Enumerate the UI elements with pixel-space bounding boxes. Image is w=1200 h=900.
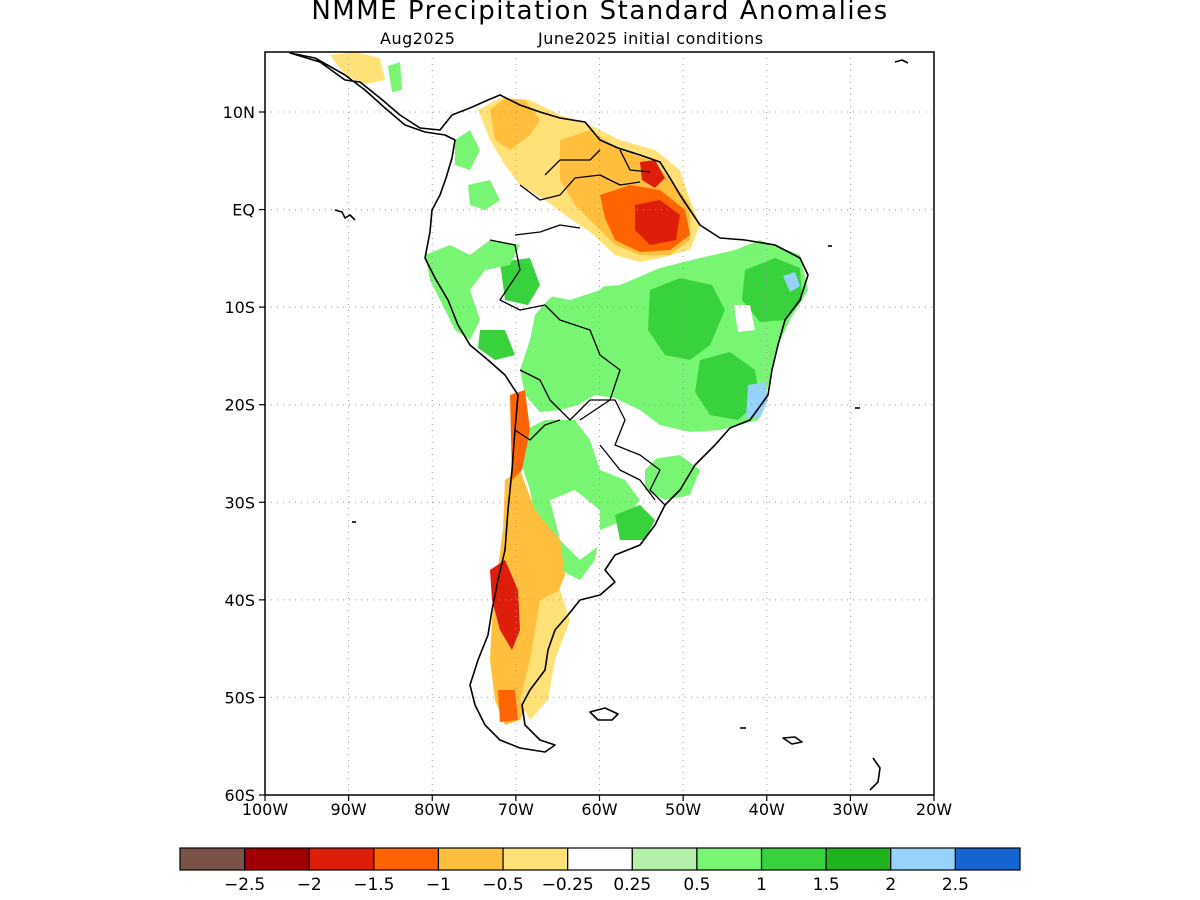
anomaly-area-yellow-caribbean <box>330 52 385 84</box>
lon-tick-label: 80W <box>414 800 450 819</box>
colorbar-swatch <box>437 847 504 871</box>
initial-conditions: June2025 initial conditions <box>538 29 764 48</box>
anomaly-area-orange-andes <box>490 470 565 725</box>
coastlines <box>289 52 909 791</box>
map-title: NMME Precipitation Standard Anomalies <box>311 0 889 26</box>
lat-tick-label: 40S <box>224 591 255 610</box>
colorbar-swatch <box>373 847 440 871</box>
south-america-coastline <box>289 52 809 753</box>
colorbar-swatch <box>696 847 763 871</box>
anomaly-area-blue-2 <box>783 272 800 292</box>
colorbar-label: 0.25 <box>613 875 651 895</box>
lat-tick-label: 60S <box>224 786 255 805</box>
colorbar-swatch <box>631 847 698 871</box>
anomaly-area-green-core-4 <box>500 258 540 305</box>
colorbar-swatch <box>244 847 310 871</box>
lon-tick-label: 90W <box>331 800 367 819</box>
anomaly-area-green-sbrazil <box>645 455 700 500</box>
anomaly-area-red-amazon <box>635 200 680 245</box>
colorbar-label: −0.25 <box>542 875 594 895</box>
lon-tick-label: 60W <box>581 800 617 819</box>
lon-tick-label: 100W <box>242 800 289 819</box>
colorbar-swatch <box>567 847 633 871</box>
galapagos-islands <box>334 209 356 221</box>
anomaly-area-green-core-5 <box>478 330 515 360</box>
anomaly-area-white-4 <box>734 305 755 332</box>
lat-tick-label: 30S <box>224 493 255 512</box>
colorbar-label: −1.5 <box>353 875 394 895</box>
anomaly-area-orange-north <box>490 98 540 150</box>
anomaly-area-green-core-1 <box>648 278 725 360</box>
lon-tick-label: 70W <box>498 800 534 819</box>
colorbar-swatch <box>179 847 246 871</box>
anomaly-fields <box>330 52 808 725</box>
colorbar-swatch <box>502 847 569 871</box>
colorbar-label: 0.5 <box>683 875 710 895</box>
colorbar: −2.5 −2 −1.5 −1 −0.5 −0.25 0.25 0.5 1 1.5 2 2.5 <box>179 847 1021 895</box>
colorbar-label: 1.5 <box>813 875 840 895</box>
tristan-islands <box>869 757 881 791</box>
anomaly-area-green-uruguay <box>615 505 655 540</box>
south-georgia <box>782 736 803 745</box>
latitude-axis: 10N EQ 10S 20S 30S 40S 50S 60S <box>223 103 265 805</box>
colorbar-label: −1 <box>426 875 451 895</box>
anomaly-area-darkorange-chile-s <box>498 690 518 722</box>
colorbar-swatch <box>890 847 956 871</box>
anomaly-area-green-colombia <box>455 130 480 170</box>
anomaly-area-red-amapa <box>640 160 665 188</box>
colorbar-label: −2.5 <box>224 875 265 895</box>
colorbar-swatch <box>825 847 892 871</box>
anomaly-area-green-colombia-2 <box>468 180 500 210</box>
longitude-axis: 100W 90W 80W 70W 60W 50W 40W 30W 20W <box>242 795 952 819</box>
anomaly-area-green-core-3 <box>695 352 760 420</box>
lat-tick-label: 10N <box>223 103 255 122</box>
anomaly-area-green-west <box>425 240 520 340</box>
colorbar-swatch <box>954 847 1021 871</box>
cape-verde <box>894 59 909 64</box>
forecast-month: Aug2025 <box>380 29 456 48</box>
colorbar-swatch <box>308 847 375 871</box>
lat-tick-label: EQ <box>232 201 255 220</box>
colorbar-swatch <box>760 847 827 871</box>
lon-tick-label: 20W <box>916 800 952 819</box>
anomaly-area-darkorange-chile <box>510 390 530 480</box>
anomaly-area-white-2 <box>595 412 660 470</box>
anomaly-area-white-3 <box>550 490 600 560</box>
anomaly-area-green-core-2 <box>742 258 802 322</box>
lat-tick-label: 10S <box>224 298 255 317</box>
anomaly-area-blue-1 <box>746 382 768 418</box>
lat-tick-label: 50S <box>224 688 255 707</box>
lon-tick-label: 50W <box>665 800 701 819</box>
anomaly-area-green-central-am <box>388 62 402 92</box>
colorbar-label: 1 <box>756 875 767 895</box>
colorbar-label: 2.5 <box>942 875 969 895</box>
lat-tick-label: 20S <box>224 396 255 415</box>
lon-tick-label: 30W <box>832 800 868 819</box>
falkland-islands <box>589 707 619 721</box>
lon-tick-label: 40W <box>749 800 785 819</box>
border-lines <box>489 149 666 506</box>
colorbar-label: −2 <box>297 875 322 895</box>
colorbar-label: 2 <box>885 875 896 895</box>
colorbar-label: −0.5 <box>482 875 523 895</box>
